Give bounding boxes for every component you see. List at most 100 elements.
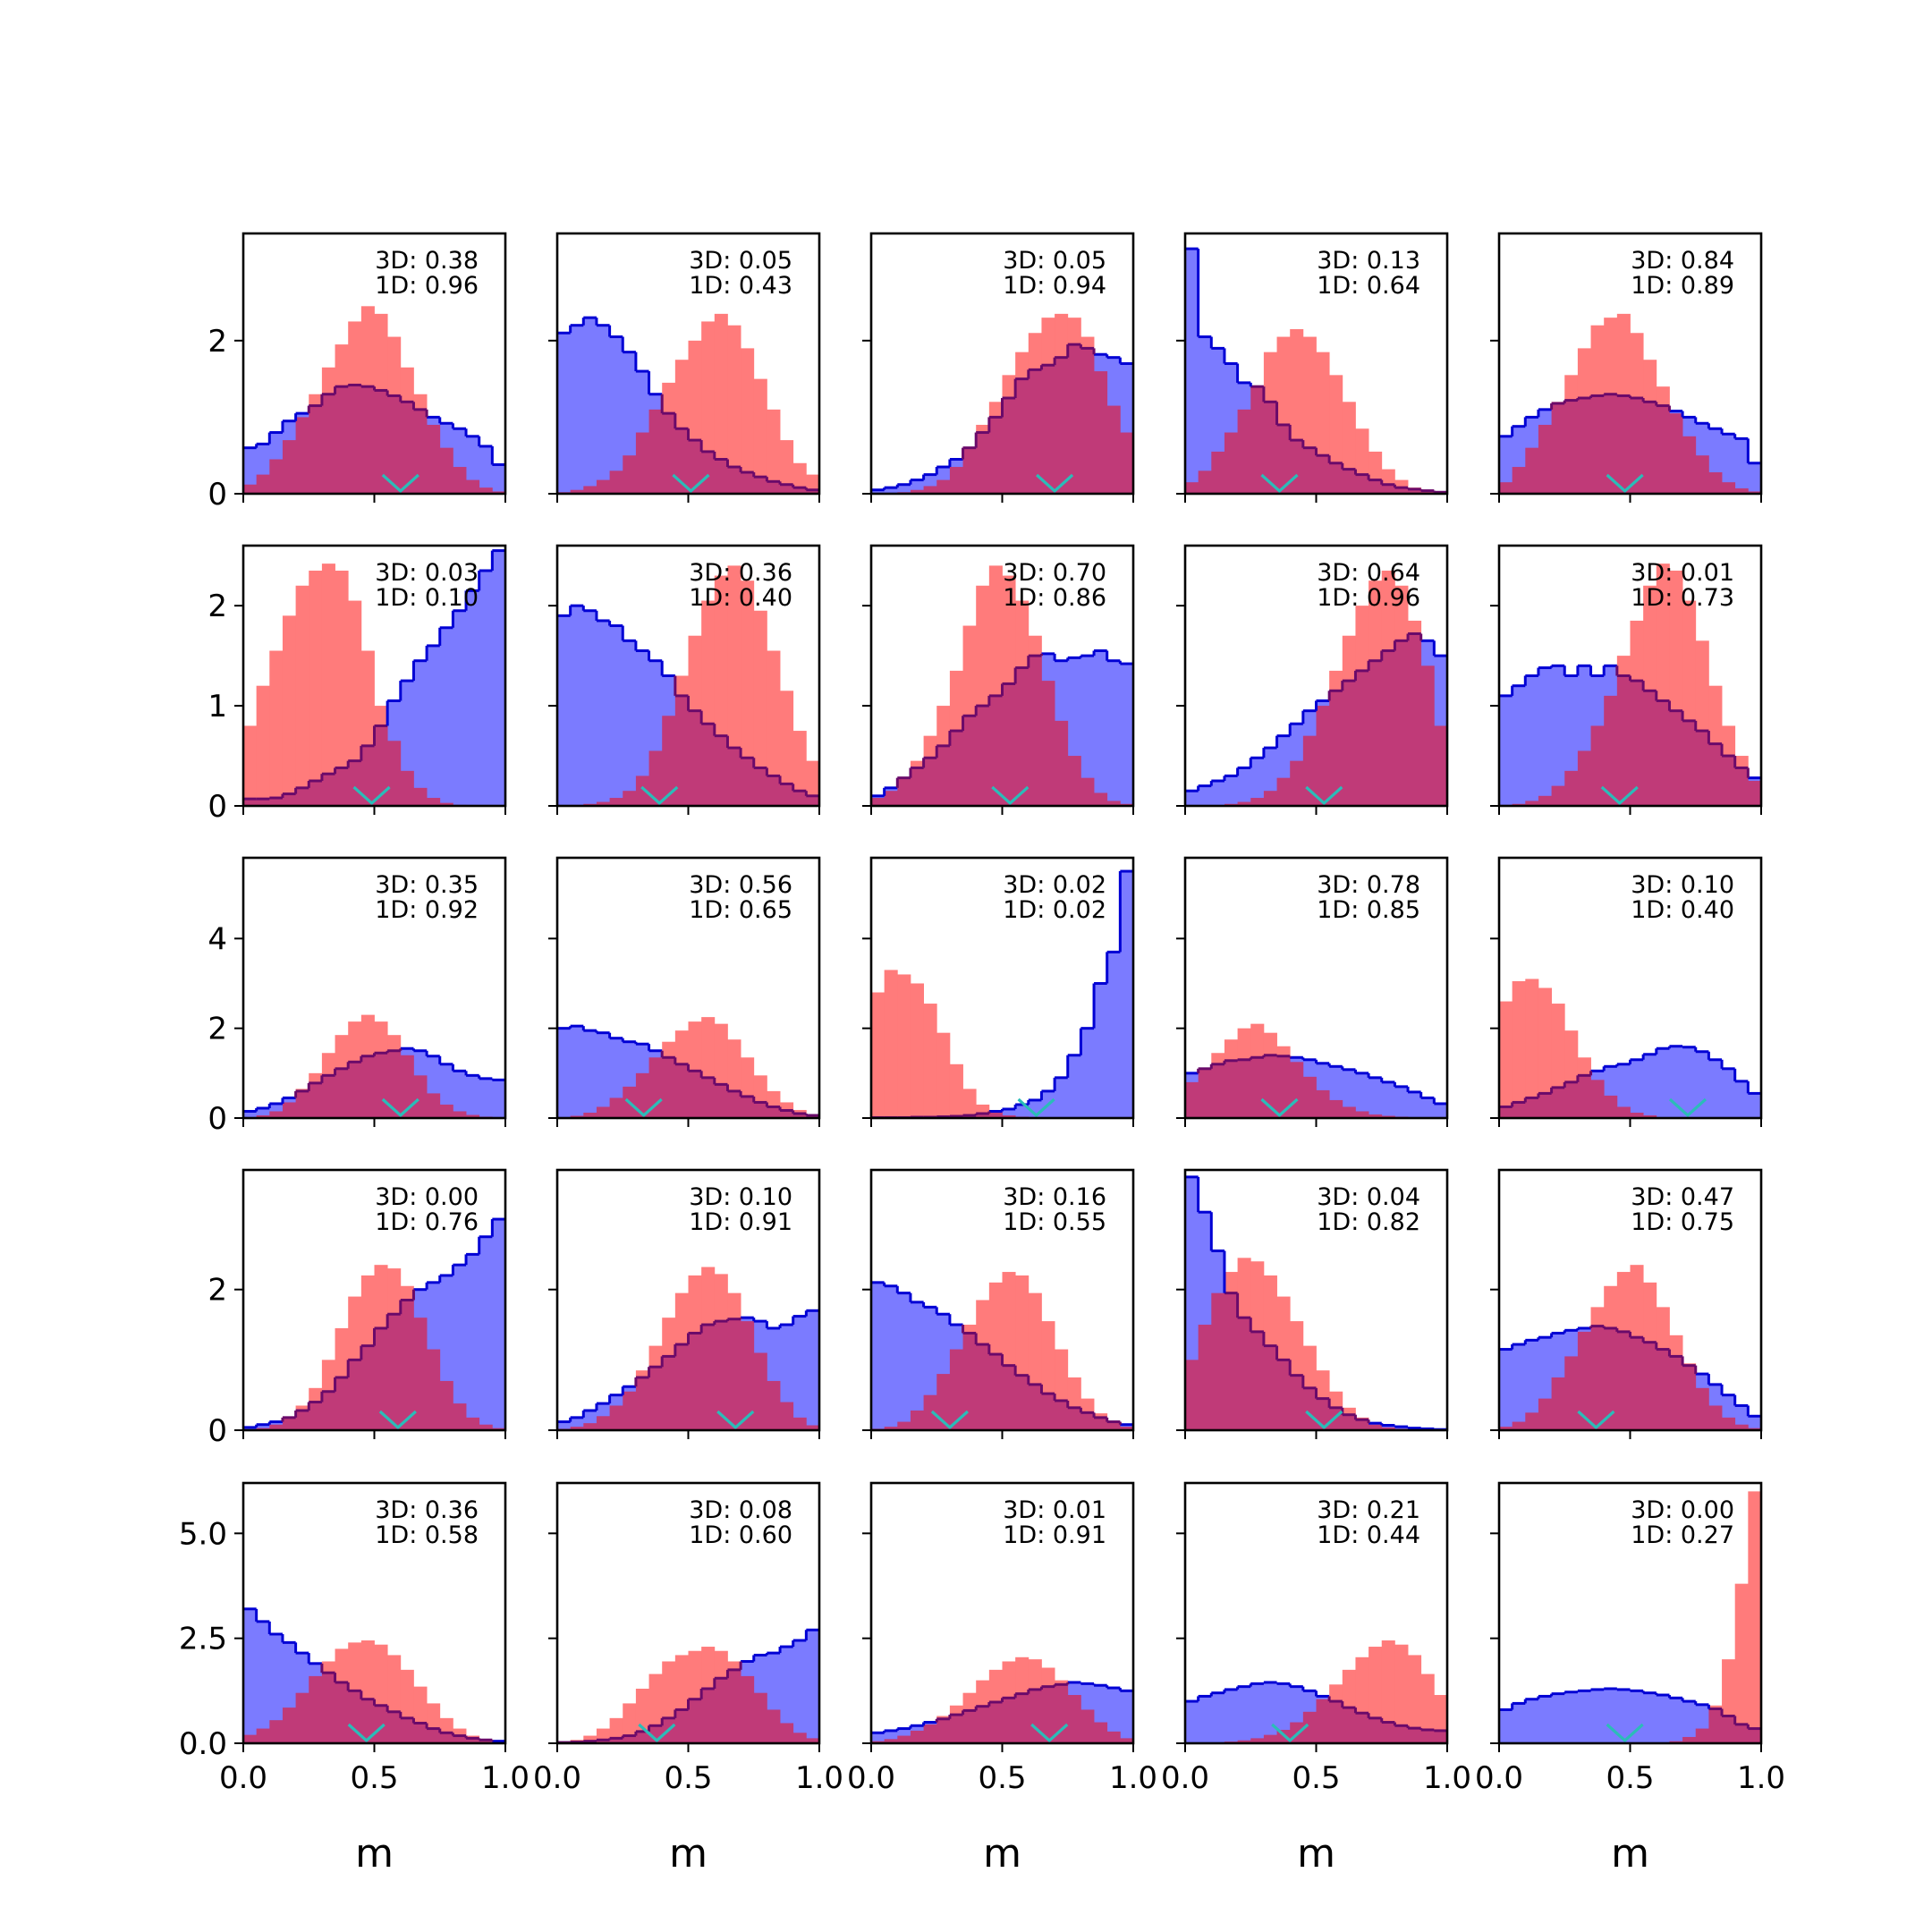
red-bar (1080, 336, 1095, 349)
red-bar (635, 1370, 649, 1378)
overlap-bar (335, 1377, 349, 1430)
overlap-bar (309, 1675, 323, 1743)
y-tick-label: 0.0 (179, 1726, 227, 1762)
overlap-bar (596, 1106, 610, 1118)
overlap-bar (623, 791, 637, 806)
overlap-bar (335, 767, 349, 806)
marker-v (347, 1723, 386, 1743)
red-bar (910, 760, 924, 768)
overlap-bar (1276, 424, 1291, 494)
overlap-bar (596, 1740, 610, 1743)
overlap-bar (295, 1692, 309, 1743)
x-tick-label: 0.0 (1161, 1760, 1209, 1796)
overlap-bar (701, 1325, 716, 1430)
overlap-bar (413, 1723, 428, 1743)
overlap-bar (936, 479, 951, 494)
plot-area (243, 306, 505, 494)
annotation-3d: 3D: 0.16 (1003, 1183, 1106, 1211)
red-bar (674, 1030, 689, 1064)
overlap-bar (1590, 395, 1605, 494)
red-bar (1538, 987, 1552, 1094)
overlap-bar (806, 1738, 819, 1743)
overlap-bar (897, 777, 911, 806)
plot-area (871, 565, 1133, 806)
x-tick-label: 0.5 (978, 1760, 1026, 1796)
overlap-bar (884, 791, 898, 806)
overlap-bar (780, 1723, 794, 1743)
overlap-bar (1067, 1695, 1081, 1743)
marker-v (1030, 1723, 1069, 1743)
overlap-bar (1276, 1360, 1291, 1430)
overlap-bar (674, 1709, 689, 1743)
overlap-bar (335, 1682, 349, 1743)
overlap-bar (688, 1333, 702, 1430)
overlap-bar (427, 424, 441, 494)
red-bar (348, 600, 362, 761)
overlap-bar (1708, 1708, 1723, 1743)
plot-area (1499, 1265, 1761, 1430)
overlap-bar (1525, 1097, 1539, 1118)
red-bar (309, 1387, 323, 1402)
overlap-bar (282, 1707, 296, 1743)
overlap-bar (884, 1739, 898, 1743)
annotation-1d: 1D: 0.27 (1631, 1521, 1734, 1549)
overlap-bar (714, 1321, 728, 1430)
overlap-bar (1368, 1717, 1383, 1743)
overlap-bar (1590, 1326, 1605, 1430)
overlap-bar (936, 745, 951, 806)
red-bar (1276, 1296, 1291, 1360)
red-bar (714, 1650, 728, 1679)
red-bar (1630, 333, 1644, 399)
red-bar (871, 992, 886, 1118)
overlap-bar (1250, 1331, 1265, 1430)
overlap-bar (1590, 1080, 1605, 1118)
red-bar (1302, 336, 1317, 448)
red-bar (413, 1686, 428, 1724)
overlap-bar (806, 1114, 819, 1118)
red-bar (256, 685, 270, 800)
x-tick-label: 1.0 (481, 1760, 530, 1796)
plot-area (871, 869, 1133, 1118)
plot-area (1499, 564, 1761, 806)
overlap-bar (1355, 1419, 1369, 1430)
red-bar (988, 1282, 1003, 1355)
overlap-bar (1028, 1689, 1042, 1743)
red-bar (374, 1644, 388, 1706)
overlap-bar (1408, 633, 1422, 806)
red-bar (1722, 725, 1736, 757)
overlap-bar (609, 798, 623, 806)
y-tick-label: 4 (208, 921, 227, 957)
overlap-bar (1420, 665, 1435, 806)
overlap-bar (1041, 1394, 1055, 1430)
overlap-bar (648, 1367, 663, 1430)
red-bar (1276, 1046, 1291, 1056)
overlap-bar (374, 1705, 388, 1743)
overlap-bar (1590, 725, 1605, 806)
marker-v (378, 1410, 417, 1430)
overlap-bar (309, 781, 323, 806)
overlap-bar (1656, 700, 1670, 806)
red-bar (727, 1039, 741, 1091)
red-bar (701, 1267, 716, 1326)
red-bar (1055, 1349, 1069, 1401)
overlap-bar (741, 1321, 755, 1430)
red-bar (1041, 1667, 1055, 1687)
overlap-bar (1015, 1693, 1030, 1743)
annotation-3d: 3D: 0.01 (1631, 559, 1734, 587)
overlap-bar (1198, 1325, 1212, 1430)
overlap-bar (976, 1344, 990, 1430)
overlap-bar (282, 1417, 296, 1430)
red-bar (674, 360, 689, 429)
red-bar (309, 570, 323, 782)
red-bar (674, 675, 689, 696)
red-bar (714, 575, 728, 736)
overlap-bar (1630, 398, 1644, 494)
red-bar (1290, 1321, 1304, 1376)
x-tick-label: 0.5 (1606, 1760, 1654, 1796)
red-bar (936, 1716, 951, 1719)
overlap-bar (1616, 675, 1631, 806)
overlap-bar (1041, 681, 1055, 806)
